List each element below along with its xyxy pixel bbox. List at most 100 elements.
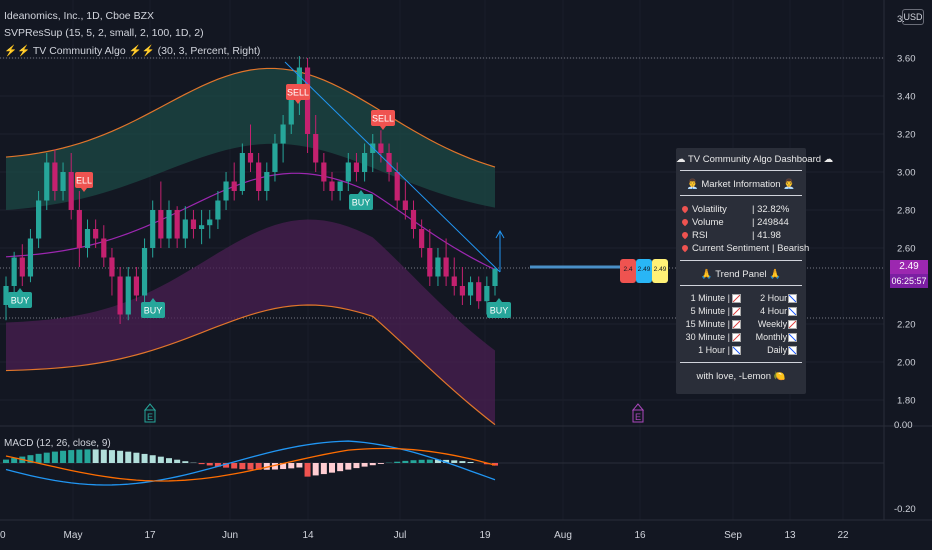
signal-pointer [150,298,156,302]
candle-body [451,276,457,286]
signal-label: BUY [352,198,371,208]
indicator-svpressup[interactable]: SVPResSup (15, 5, 2, small, 2, 100, 1D, … [4,27,204,39]
divider [680,195,802,196]
macd-label[interactable]: MACD (12, 26, close, 9) [4,438,111,449]
price-axis-label: 2.20 [897,320,916,331]
candle-body [19,257,25,277]
candle-body [362,153,368,172]
candle-body [215,200,221,220]
pin-icon [680,205,690,214]
macd-histogram-bar [198,463,205,465]
candle-body [239,153,245,191]
macd-histogram-bar [280,463,287,470]
earnings-icon [631,403,645,423]
price-axis-label: 1.80 [897,396,916,407]
indicator-tv-community-algo[interactable]: ⚡⚡ TV Community Algo ⚡⚡ (30, 3, Percent,… [4,45,261,57]
macd-histogram-bar [157,456,164,463]
divider [680,170,802,171]
sell-signal: SELL [371,110,395,130]
signal-box [8,292,32,308]
macd-axis-zero: 0.00 [894,420,913,431]
candle-body [125,276,131,315]
candle-body [484,286,490,302]
macd-histogram-bar [35,453,42,463]
price-axis-label: 2.80 [897,206,916,217]
signal-label: SELL [287,88,309,98]
trend-up-icon [732,294,741,303]
trend-timeframe-label: 30 Minute | [685,332,730,342]
candle-body [313,134,319,163]
trend-down-icon [788,346,797,355]
candle-body [166,210,172,239]
earnings-label: E [635,412,641,422]
candle-body [36,200,42,239]
signal-pointer [17,288,23,292]
macd-histogram-bar [60,450,67,463]
signal-box [349,194,373,210]
arrow-icon [495,229,505,239]
support-lower-line [5,304,496,426]
market-info-heading: 👨‍💼 Market Information 👨‍💼 [686,179,796,190]
candle-body [150,210,156,248]
signal-label: BUY [490,306,509,316]
chart-overlays: BUY BUY BUY BUY ELL SELL SELL E E 2.4 2.49 2.49 [8,61,668,423]
signal-pointer [380,126,386,130]
signal-label: BUY [11,296,30,306]
price-axis-label: 2.00 [897,358,916,369]
macd-histogram-bar [223,463,230,468]
macd-histogram-bar [337,463,344,472]
candle-body [60,172,66,191]
trend-up-icon [732,333,741,342]
macd-histogram-bar [312,463,319,476]
candle-body [467,282,474,296]
macd-histogram-bar [239,463,246,470]
time-axis-label: 22 [837,530,849,541]
projection-box [652,259,668,283]
macd-histogram-bar [92,449,99,463]
sentiment-row: Current Sentiment [680,243,769,254]
candle-body [68,172,74,210]
candle-body [353,162,360,172]
currency-button[interactable]: USD [902,9,924,25]
candle-body [76,210,82,248]
candle-body [476,282,482,302]
symbol-title[interactable]: Ideanomics, Inc., 1D, Cboe BZX [4,10,154,22]
candle-body [11,257,17,286]
macd-histogram-bar [84,449,91,463]
macd-histogram-bar [483,463,490,465]
time-axis-label: 14 [302,530,314,541]
candle-body [247,153,254,163]
candle-body [133,276,139,296]
buy-signal: BUY [8,288,32,308]
candle-body [207,219,213,226]
macd-histogram-bar [51,451,58,463]
countdown-tag: 06:25:57 [890,274,928,288]
macd-histogram-bar [263,463,270,470]
trend-panel-heading: 🙏 Trend Panel 🙏 [700,269,782,280]
volatility-row: Volatility [680,204,727,215]
macd-histogram-bar [43,452,50,463]
trend-timeframe-label: 4 Hour | [760,306,792,316]
signal-pointer [496,298,502,302]
price-axis-label: 3.20 [897,130,916,141]
buy-signal: BUY [349,190,373,210]
candle-body [174,210,180,239]
projection-label: 2.49 [638,266,651,273]
macd-histogram-bar [492,463,498,466]
sentiment-value: | Bearish [772,243,810,254]
sell-signal: ELL [75,172,93,192]
time-axis-label: Sep [724,530,742,541]
macd-histogram-bar [174,459,181,463]
candle-body [345,162,351,182]
macd-histogram-bar [426,459,433,463]
signal-pointer [295,100,301,104]
trend-up-icon [732,307,741,316]
trend-down-icon [788,333,797,342]
candle-body [182,219,188,239]
macd-histogram-bar [451,460,458,463]
candle-body [84,229,91,248]
candle-body [419,229,425,248]
candle-body [190,219,197,229]
